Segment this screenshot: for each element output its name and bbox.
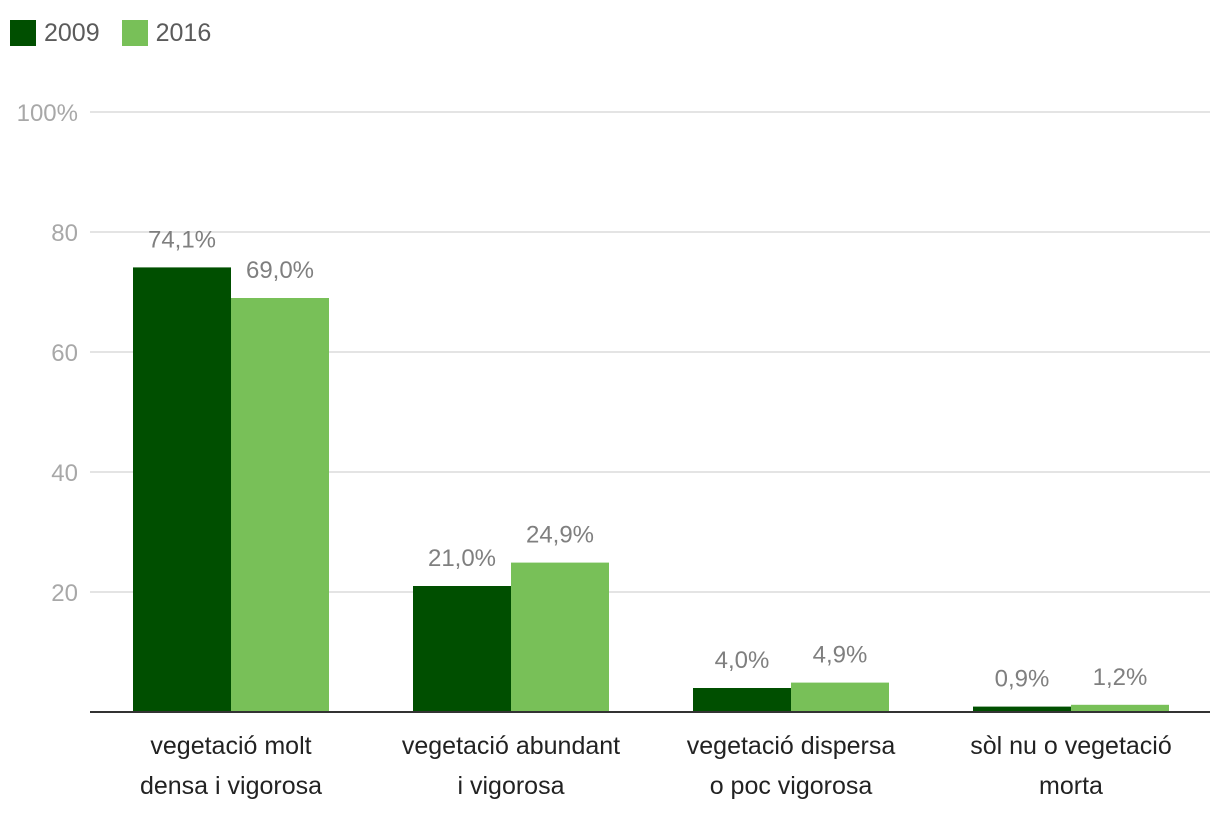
value-label-2009-3: 4,0%	[715, 647, 770, 674]
legend-label-2009: 2009	[44, 19, 100, 47]
y-tick-label-60: 60	[51, 340, 78, 367]
y-tick-label-40: 40	[51, 460, 78, 487]
bar-2009-1	[133, 267, 231, 712]
legend-label-2016: 2016	[155, 19, 212, 47]
category-label-4-line-2: morta	[1039, 772, 1103, 800]
category-label-4-line-1: sòl nu o vegetació	[970, 732, 1172, 760]
category-label-2-line-2: i vigorosa	[458, 772, 565, 800]
legend-swatch-2016	[121, 20, 148, 46]
value-label-2016-3: 4,9%	[813, 642, 868, 669]
bar-2009-3	[693, 688, 791, 712]
legend: 2009 2016	[10, 18, 211, 48]
bar-2016-1	[231, 298, 329, 712]
value-label-2009-4: 0,9%	[995, 666, 1050, 693]
category-label-1-line-2: densa i vigorosa	[140, 772, 322, 800]
bar-2009-2	[413, 586, 511, 712]
bar-2009-4	[973, 706, 1071, 712]
legend-item-2016: 2016	[121, 18, 212, 48]
value-label-2016-2: 24,9%	[526, 522, 594, 549]
y-tick-label-80: 80	[51, 220, 78, 247]
y-tick-label-100: 100%	[17, 100, 78, 127]
bar-2016-4	[1071, 704, 1169, 712]
value-label-2009-1: 74,1%	[148, 226, 216, 253]
category-label-3-line-2: o poc vigorosa	[710, 772, 873, 800]
value-label-2016-4: 1,2%	[1093, 664, 1148, 691]
legend-swatch-2009	[10, 20, 36, 46]
bar-2016-2	[511, 562, 609, 712]
y-tick-label-20: 20	[51, 580, 78, 607]
value-label-2009-2: 21,0%	[428, 545, 496, 572]
value-label-2016-1: 69,0%	[246, 257, 314, 284]
category-label-2-line-1: vegetació abundant	[402, 732, 620, 760]
category-label-3-line-1: vegetació dispersa	[687, 732, 896, 760]
bar-2016-3	[791, 682, 889, 712]
category-label-1-line-1: vegetació molt	[150, 732, 311, 760]
legend-item-2009: 2009	[10, 18, 100, 48]
